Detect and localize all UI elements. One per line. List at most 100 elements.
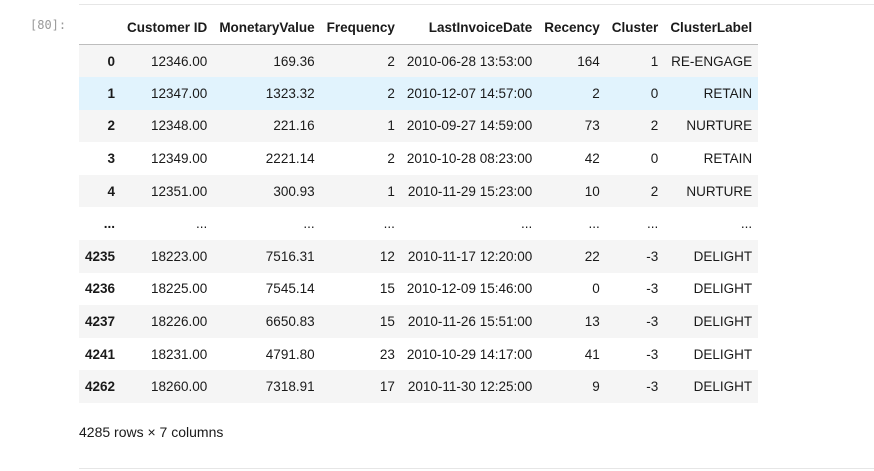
table-cell: RETAIN	[703, 85, 753, 101]
table-cell: 15	[379, 314, 395, 330]
table-cell: 7545.14	[265, 281, 315, 297]
table-cell: 9	[592, 379, 600, 395]
table-cell: -3	[646, 314, 659, 330]
row-index: 4262	[85, 379, 116, 395]
table-cell: -3	[646, 379, 659, 395]
dataframe-output: Customer ID MonetaryValue Frequency Last…	[79, 11, 759, 404]
table-cell: 12347.00	[151, 85, 208, 101]
table-cell: NURTURE	[686, 183, 753, 199]
table-cell: 18260.00	[151, 379, 208, 395]
dataframe-table: Customer ID MonetaryValue Frequency Last…	[79, 11, 759, 404]
table-cell: ...	[647, 216, 659, 232]
table-cell: 300.93	[273, 183, 315, 199]
table-cell: 2221.14	[265, 151, 315, 167]
table-cell: 2010-06-28 13:53:00	[406, 53, 533, 69]
table-cell: 0	[650, 85, 659, 101]
column-header-last-invoice-date: LastInvoiceDate	[400, 11, 539, 45]
table-cell: 1	[387, 118, 395, 134]
table-cell: 22	[584, 248, 600, 264]
table-cell: 12348.00	[151, 118, 208, 134]
table-cell: 221.16	[273, 118, 315, 134]
table-cell: 1	[650, 53, 659, 69]
table-cell: 12351.00	[151, 183, 208, 199]
column-header-cluster-label: ClusterLabel	[664, 11, 759, 45]
table-cell: 2010-12-09 15:46:00	[406, 281, 533, 297]
column-header-customer-id: Customer ID	[121, 11, 214, 45]
table-cell: -3	[646, 346, 659, 362]
table-cell: DELIGHT	[693, 346, 753, 362]
table-cell: 2010-10-29 14:17:00	[406, 346, 533, 362]
table-cell: 2010-11-26 15:51:00	[407, 314, 533, 330]
table-cell: DELIGHT	[693, 314, 753, 330]
table-cell: 2	[592, 85, 600, 101]
table-cell: 164	[577, 53, 600, 69]
table-cell: 2010-09-27 14:59:00	[406, 118, 533, 134]
table-row: 0 12346.00 169.36 2 2010-06-28 13:53:00 164 1 R…	[79, 44, 759, 78]
table-row: 3 12349.00 2221.14 2 2010-10-28 08:23:00 42 0 R…	[79, 142, 758, 175]
table-cell: 18226.00	[151, 314, 208, 330]
row-index: 3	[107, 151, 116, 167]
table-cell: 10	[584, 183, 600, 199]
table-row: 4241 18231.00 4791.80 23 2010-10-29 14:17:00…	[79, 338, 758, 371]
table-cell: DELIGHT	[693, 281, 753, 297]
table-row: 4235 18223.00 7516.31 12 2010-11-17 12:20:00…	[79, 240, 759, 273]
cell-top-divider	[79, 4, 874, 5]
table-cell: 169.36	[273, 53, 315, 69]
table-cell: 18225.00	[151, 281, 208, 297]
table-cell: ...	[383, 216, 395, 232]
row-index: 4237	[85, 314, 116, 330]
table-cell: 7318.91	[265, 379, 315, 395]
table-cell: 2010-11-30 12:25:00	[407, 379, 533, 395]
cell-bottom-divider	[79, 468, 874, 469]
table-cell: 42	[584, 151, 600, 167]
table-cell: ...	[303, 216, 315, 232]
table-cell: 1323.32	[265, 85, 315, 101]
table-cell: ...	[520, 216, 533, 232]
table-cell: DELIGHT	[693, 379, 753, 395]
table-cell: 17	[379, 379, 395, 395]
table-cell: ...	[740, 216, 753, 232]
column-header-frequency: Frequency	[320, 11, 401, 45]
table-cell: 23	[379, 346, 395, 362]
table-cell: -3	[646, 248, 659, 264]
row-index: 1	[107, 85, 116, 101]
row-index: ...	[103, 216, 116, 232]
column-header-recency: Recency	[538, 11, 606, 45]
table-cell: RETAIN	[703, 151, 753, 167]
table-cell: 2010-10-28 08:23:00	[406, 151, 533, 167]
row-index: 0	[107, 53, 116, 69]
table-cell: 2	[387, 151, 395, 167]
table-row: 4237 18226.00 6650.83 15 2010-11-26 15:51:00…	[79, 305, 759, 338]
execution-count-prompt: [80]:	[30, 18, 67, 32]
table-cell: 12346.00	[151, 53, 208, 69]
table-cell: 4791.80	[265, 346, 315, 362]
table-row: 4236 18225.00 7545.14 15 2010-12-09 15:46:00…	[79, 273, 758, 306]
table-cell: 12	[379, 248, 395, 264]
table-cell: 2	[387, 85, 395, 101]
table-cell: 7516.31	[265, 248, 315, 264]
table-cell: 12349.00	[151, 151, 208, 167]
table-row: ........................	[79, 207, 758, 240]
table-row: 2 12348.00 221.16 1 2010-09-27 14:59:00 73 2 NU…	[79, 109, 759, 143]
table-row: 4 12351.00 300.93 1 2010-11-29 15:23:00 10 2 NU…	[79, 174, 759, 208]
table-header-row: Customer ID MonetaryValue Frequency Last…	[79, 11, 759, 45]
table-cell: 18231.00	[151, 346, 208, 362]
table-cell: 15	[379, 281, 395, 297]
column-header-index	[79, 11, 122, 45]
table-cell: 2	[650, 118, 659, 134]
table-row: 1 12347.00 1323.32 2 2010-12-07 14:57:00 2 0 RE…	[79, 77, 759, 110]
table-cell: 2010-11-17 12:20:00	[407, 248, 533, 264]
table-body: 0 12346.00 169.36 2 2010-06-28 13:53:00 164 1 R…	[79, 44, 759, 404]
dataframe-shape-summary: 4285 rows × 7 columns	[79, 424, 224, 440]
table-cell: 18223.00	[151, 248, 208, 264]
row-index: 4241	[85, 346, 116, 362]
table-cell: 41	[584, 346, 600, 362]
table-cell: 2010-12-07 14:57:00	[406, 85, 533, 101]
table-cell: ...	[196, 216, 208, 232]
row-index: 4236	[85, 281, 116, 297]
table-cell: 6650.83	[265, 314, 315, 330]
table-cell: 2	[650, 183, 659, 199]
table-cell: 13	[584, 314, 600, 330]
table-cell: 0	[592, 281, 600, 297]
